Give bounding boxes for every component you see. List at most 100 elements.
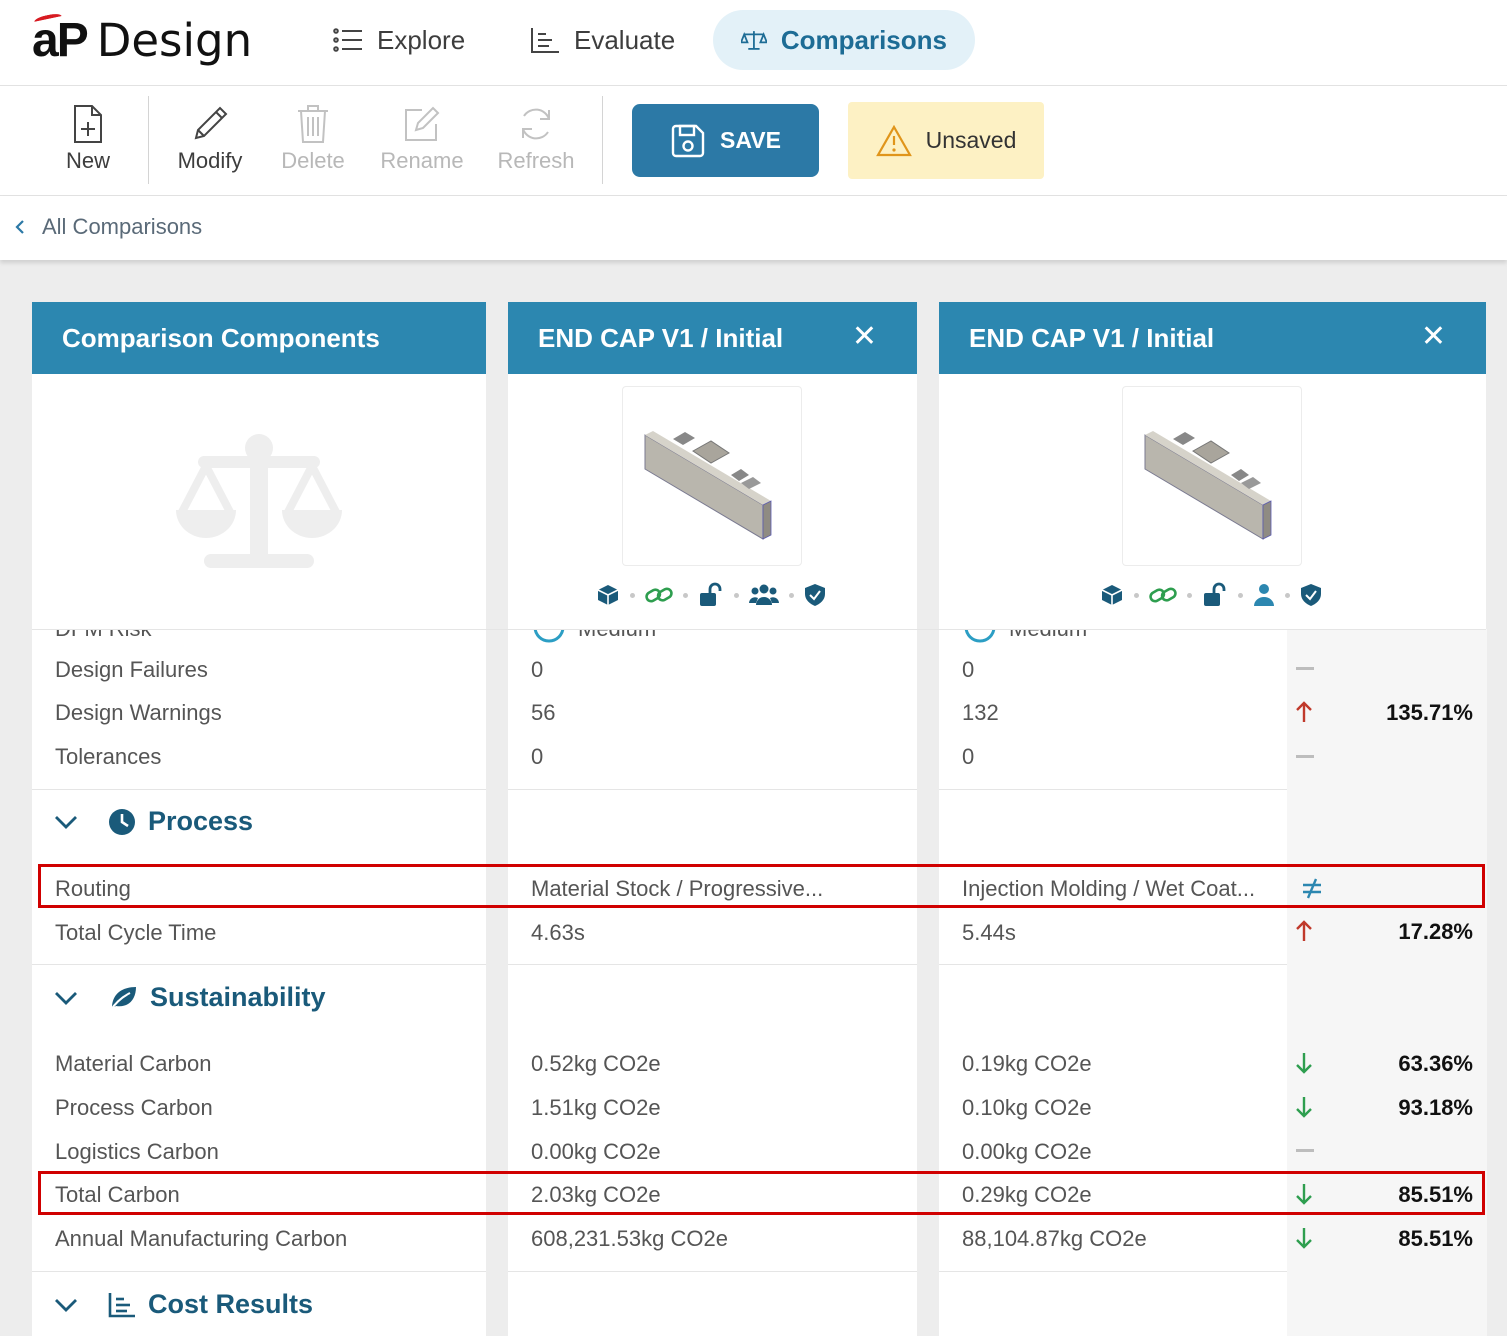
- modify-button[interactable]: Modify: [160, 104, 260, 174]
- cost-results-section-toggle[interactable]: Cost Results: [54, 1289, 313, 1320]
- close-part1-button[interactable]: ✕: [851, 320, 877, 353]
- link-icon[interactable]: [1149, 583, 1177, 607]
- dfm-risk-row: DFM Risk Medium Medium: [32, 630, 1486, 644]
- sustainability-section-toggle[interactable]: Sustainability: [54, 982, 326, 1013]
- section-divider: [939, 964, 1287, 965]
- chevron-down-icon: [55, 991, 77, 1005]
- part2-thumbnail[interactable]: [1122, 386, 1302, 566]
- toolbar: New Modify Delete Rename Refresh SAVE Un…: [0, 86, 1507, 196]
- components-header: Comparison Components: [32, 302, 486, 374]
- highlight-routing-row: [38, 864, 1485, 908]
- components-column: Comparison Components: [32, 302, 486, 1336]
- no-change-icon: [1296, 667, 1314, 670]
- new-button[interactable]: New: [38, 104, 138, 174]
- dfm-risk-part2: Medium: [1009, 630, 1087, 642]
- top-navigation: aP Design Explore Evaluate Comparisons: [0, 0, 1507, 86]
- shield-icon[interactable]: [1300, 583, 1322, 607]
- rename-button[interactable]: Rename: [372, 104, 472, 174]
- part1-value: 608,231.53kg CO2e: [531, 1226, 728, 1251]
- no-change-icon: [1296, 755, 1314, 758]
- shield-icon[interactable]: [804, 583, 826, 607]
- part1-title: END CAP V1 / Initial: [538, 322, 784, 353]
- part2-value: 0.29kg CO2e: [962, 1182, 1092, 1207]
- unlock-icon[interactable]: [1202, 582, 1228, 608]
- user-icon[interactable]: [1253, 583, 1275, 607]
- chevron-down-icon: [55, 815, 77, 829]
- link-icon[interactable]: [645, 583, 673, 607]
- not-equal-icon: [1303, 878, 1321, 899]
- change-percent: 135.71%: [1386, 700, 1473, 725]
- section-divider: [939, 1271, 1287, 1272]
- arrow-down-icon: [1296, 1097, 1312, 1118]
- refresh-icon: [522, 108, 550, 140]
- rename-label: Rename: [380, 148, 464, 173]
- back-to-all-comparisons[interactable]: All Comparisons: [14, 214, 202, 240]
- delete-button[interactable]: Delete: [263, 104, 363, 174]
- change-percent: 85.51%: [1398, 1226, 1473, 1251]
- part2-value: 0: [962, 744, 975, 769]
- risk-gauge-icon: [964, 630, 996, 643]
- part2-value: 0.19kg CO2e: [962, 1051, 1092, 1076]
- unlock-icon[interactable]: [698, 582, 724, 608]
- section-divider: [32, 1271, 486, 1272]
- edit-icon: [405, 106, 440, 141]
- row-label: Process Carbon: [55, 1095, 213, 1120]
- change-percent: 63.36%: [1398, 1051, 1473, 1076]
- end-cap-part-image: [644, 431, 772, 540]
- nav-tab-explore-label: Explore: [377, 24, 466, 55]
- nav-tab-comparisons[interactable]: Comparisons: [713, 10, 975, 70]
- close-part2-button[interactable]: ✕: [1420, 320, 1446, 353]
- change-percent: 17.28%: [1398, 919, 1473, 944]
- row-label: Logistics Carbon: [55, 1139, 219, 1164]
- process-section-toggle[interactable]: Process: [54, 806, 253, 837]
- process-title: Process: [148, 806, 254, 836]
- part2-value: 0: [962, 657, 975, 682]
- section-divider: [32, 964, 486, 965]
- header-divider: [32, 629, 1486, 630]
- part2-value: 88,104.87kg CO2e: [962, 1226, 1147, 1251]
- arrow-down-icon: [1296, 1228, 1312, 1249]
- breadcrumb-label: All Comparisons: [42, 214, 203, 239]
- end-cap-part-image: [1144, 431, 1272, 540]
- cube-icon[interactable]: [1100, 583, 1124, 607]
- change-percent: 85.51%: [1398, 1182, 1473, 1207]
- arrow-down-icon: [1296, 1053, 1312, 1074]
- delete-label: Delete: [281, 148, 345, 173]
- nav-tab-evaluate[interactable]: Evaluate: [502, 10, 703, 70]
- sustainability-title: Sustainability: [150, 982, 326, 1012]
- part1-value: 4.63s: [531, 920, 585, 945]
- list-icon: [333, 28, 362, 52]
- section-divider: [508, 1271, 917, 1272]
- part1-value: 1.51kg CO2e: [531, 1095, 661, 1120]
- part1-value: 0.52kg CO2e: [531, 1051, 661, 1076]
- trash-icon: [298, 105, 328, 143]
- change-column: [1287, 629, 1487, 1336]
- part2-value: 132: [962, 700, 999, 725]
- part1-thumbnail[interactable]: [622, 386, 802, 566]
- unsaved-badge: Unsaved: [848, 102, 1044, 179]
- part2-title: END CAP V1 / Initial: [969, 322, 1215, 353]
- app-logo[interactable]: aP Design: [32, 10, 252, 70]
- nav-tab-explore[interactable]: Explore: [305, 10, 493, 70]
- change-percent: 93.18%: [1398, 1095, 1473, 1120]
- row-label: Total Carbon: [55, 1182, 180, 1207]
- section-divider: [508, 789, 917, 790]
- users-icon[interactable]: [749, 583, 779, 607]
- part1-status-icons: [596, 582, 826, 608]
- section-divider: [939, 789, 1287, 790]
- highlight-total-carbon-row: [38, 1171, 1485, 1215]
- part1-value: 56: [531, 700, 556, 725]
- refresh-button[interactable]: Refresh: [486, 104, 586, 174]
- dfm-risk-label: DFM Risk: [55, 630, 152, 642]
- toolbar-divider: [602, 96, 603, 184]
- new-label: New: [65, 148, 110, 173]
- part2-value: 0.00kg CO2e: [962, 1139, 1092, 1164]
- warning-icon: [875, 124, 912, 156]
- risk-gauge-icon: [533, 630, 565, 643]
- cube-icon[interactable]: [596, 583, 620, 607]
- save-button[interactable]: SAVE: [632, 104, 819, 177]
- nav-tab-comparisons-label: Comparisons: [780, 24, 947, 55]
- pencil-icon: [194, 106, 228, 140]
- bar-chart-icon: [108, 1292, 135, 1317]
- row-label: Total Cycle Time: [55, 920, 217, 945]
